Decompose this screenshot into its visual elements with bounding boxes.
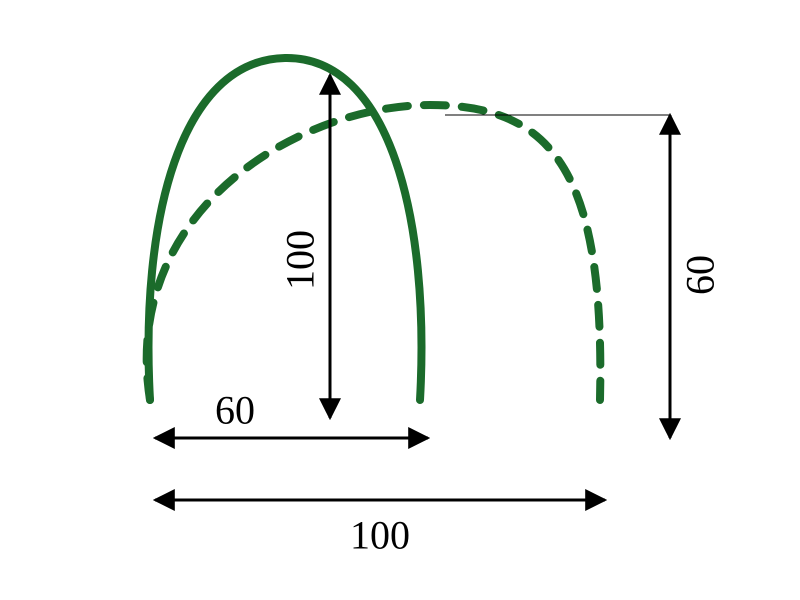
label-width-dashed: 100: [350, 512, 410, 559]
label-height-solid: 100: [277, 230, 324, 290]
diagram-stage: 100 60 60 100: [0, 0, 800, 600]
label-height-dashed: 60: [677, 255, 724, 295]
diagram-canvas: [0, 0, 800, 600]
arch-solid: [149, 58, 422, 400]
arch-dashed: [147, 105, 601, 400]
label-width-solid: 60: [215, 387, 255, 434]
